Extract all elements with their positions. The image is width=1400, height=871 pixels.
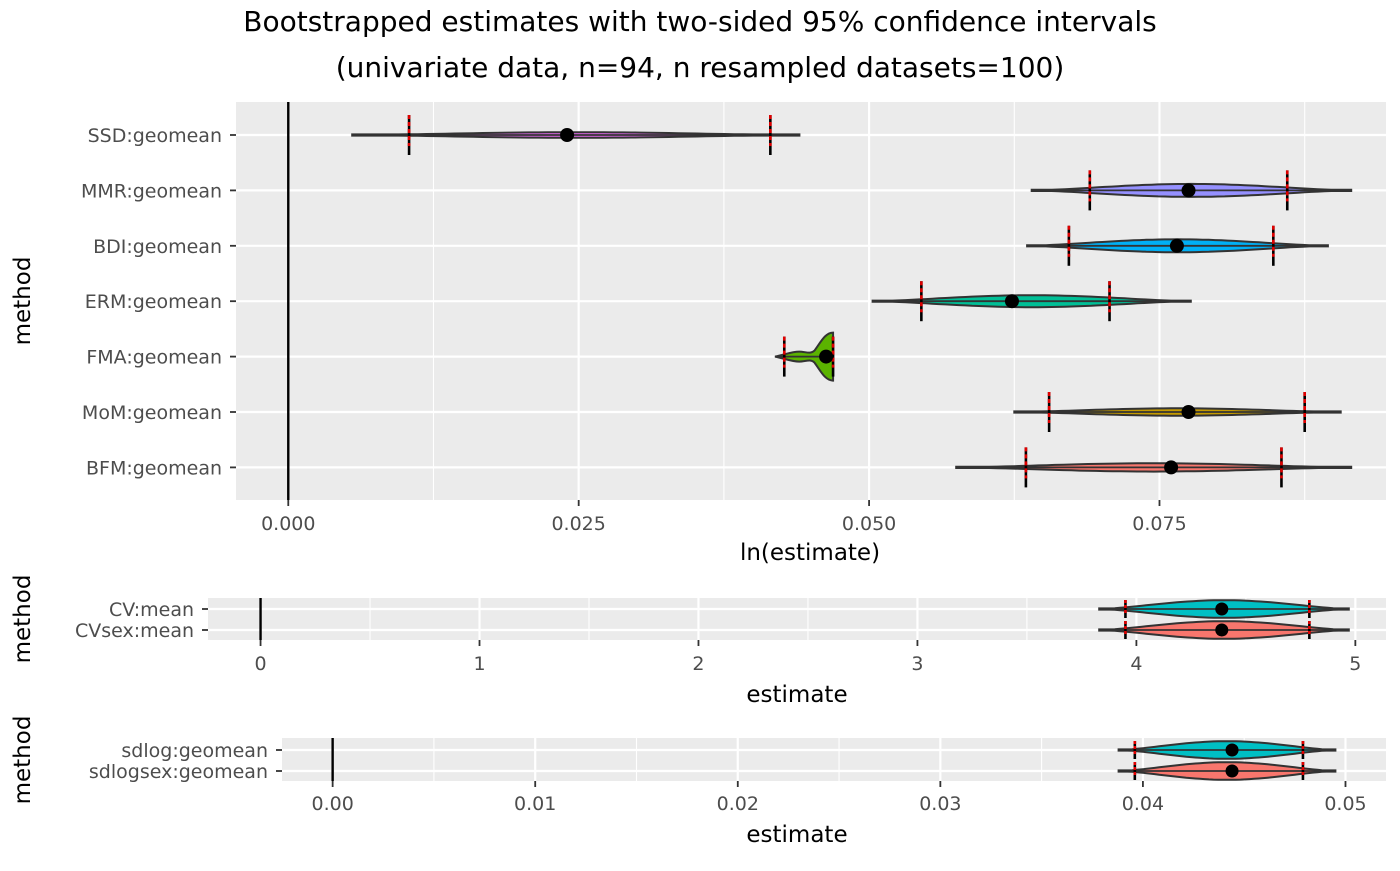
panel1-point-5 xyxy=(1181,405,1196,419)
panel2-xtick-label-4: 4 xyxy=(1130,653,1142,675)
panel3-xtick-label-0: 0.00 xyxy=(311,793,353,815)
panel1-y-axis-title: method xyxy=(10,257,36,346)
chart-subtitle: (univariate data, n=94, n resampled data… xyxy=(336,51,1065,84)
panel1-point-2 xyxy=(1169,238,1184,253)
panel1-ytick-label-0: SSD:geomean xyxy=(88,125,222,147)
panel2-ytick-label-0: CV:mean xyxy=(109,599,194,621)
panel3-ytick-label-0: sdlog:geomean xyxy=(121,740,268,762)
panel1-ytick-label-6: BFM:geomean xyxy=(86,457,222,479)
panel1-xtick-label-1: 0.025 xyxy=(551,513,605,535)
panel2-xtick-label-2: 2 xyxy=(692,653,704,675)
panel1-point-6 xyxy=(1164,460,1179,475)
panel2-xtick-label-5: 5 xyxy=(1349,653,1361,675)
panel2-point-0 xyxy=(1215,602,1229,616)
panel1-x-axis-title: ln(estimate) xyxy=(740,540,880,566)
panel3-point-1 xyxy=(1225,764,1239,778)
panel1-point-0 xyxy=(560,128,575,142)
panel3-xtick-label-2: 0.02 xyxy=(717,793,759,815)
panel3-x-axis-title: estimate xyxy=(746,822,847,848)
panel1-xtick-label-0: 0.000 xyxy=(261,513,315,535)
panel2-xtick-label-3: 3 xyxy=(911,653,923,675)
panel1-ytick-label-4: FMA:geomean xyxy=(86,347,222,369)
panel2-x-axis-title: estimate xyxy=(746,682,847,708)
panel3-xtick-label-4: 0.04 xyxy=(1122,793,1164,815)
panel3-xtick-label-5: 0.05 xyxy=(1324,793,1366,815)
panel2-point-1 xyxy=(1215,623,1229,637)
panel3-y-axis-title: method xyxy=(10,716,36,805)
panel2-xtick-label-1: 1 xyxy=(473,653,485,675)
panel1-xtick-label-2: 0.050 xyxy=(842,513,896,535)
panel3-xtick-label-1: 0.01 xyxy=(514,793,556,815)
panel1-point-4 xyxy=(819,349,834,364)
panel1-ytick-label-1: MMR:geomean xyxy=(81,180,222,202)
panel1-point-3 xyxy=(1004,294,1019,309)
panel3-point-0 xyxy=(1225,743,1239,757)
panel1-point-1 xyxy=(1181,183,1196,198)
chart-title: Bootstrapped estimates with two-sided 95… xyxy=(243,5,1156,38)
panel1-ytick-label-3: ERM:geomean xyxy=(85,291,222,313)
panel1-ytick-label-2: BDI:geomean xyxy=(93,236,222,258)
panel3-ytick-label-1: sdlogsex:geomean xyxy=(89,761,268,783)
panel1-xtick-label-3: 0.075 xyxy=(1132,513,1186,535)
panel2-y-axis-title: method xyxy=(10,575,36,664)
panel2-xtick-label-0: 0 xyxy=(255,653,267,675)
panel3-xtick-label-3: 0.03 xyxy=(919,793,961,815)
panel2-ytick-label-1: CVsex:mean xyxy=(75,620,194,642)
panel1-ytick-label-5: MoM:geomean xyxy=(82,402,222,424)
